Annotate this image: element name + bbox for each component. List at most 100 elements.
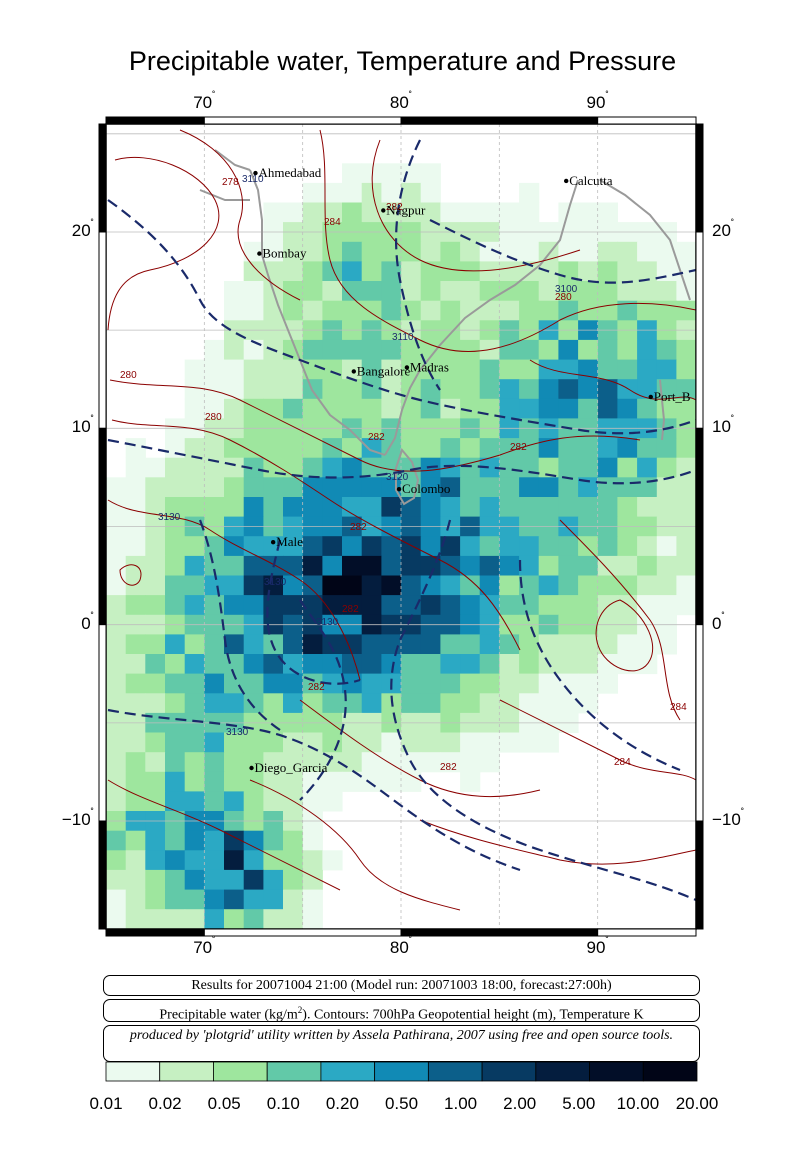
contour-labels: 278 282 284 280 280 282 282 282 282 282 282 280 284 2… [120,174,687,773]
precip-cell [519,693,540,714]
tick-label: 20˚ [712,218,735,240]
city-dot [253,170,258,176]
precip-cell [204,359,225,380]
precip-cell [204,771,225,792]
precip-cell [184,438,205,459]
precip-cell [361,339,382,360]
precip-cell [184,673,205,694]
height-label: 3110 [242,174,264,185]
precip-cell [597,438,618,459]
precip-cell [479,438,500,459]
precip-cell [656,555,677,576]
precip-cell [460,536,481,557]
precip-cell [263,771,284,792]
precip-cell [361,595,382,616]
precip-cell [578,241,599,262]
city-dot [270,540,276,545]
precip-cell [204,457,225,478]
colorbar-label: 0.10 [266,1094,300,1113]
city-dot [351,369,356,374]
precip-cell [617,634,638,655]
precip-cell [342,575,363,596]
precip-cell [322,771,343,792]
precip-cell [676,457,696,478]
precip-cell [283,536,304,557]
precip-cell [617,398,638,419]
precip-cell [145,830,166,851]
precip-cell [597,477,618,498]
precip-cell [165,595,186,616]
precip-cell [420,202,441,223]
precip-cell [558,595,579,616]
precip-cell [342,771,363,792]
precip-cell [499,693,520,714]
precip-cell [204,536,225,557]
temperature-label: 280 [205,412,222,423]
precip-cell [263,438,284,459]
precip-cell [578,634,599,655]
precip-cell [558,634,579,655]
precip-cell [125,497,146,518]
colorbar-swatch [535,1061,590,1082]
precip-cell [519,477,540,498]
precip-cell [637,497,658,518]
precip-cell [184,575,205,596]
precip-cell [637,379,658,400]
precip-cell [401,536,422,557]
height-label: 3130 [158,512,181,523]
precip-cell [656,339,677,360]
city-label: Nagpur [386,202,426,217]
precip-cell [263,398,284,419]
precip-cell [656,300,677,321]
precip-cell [479,595,500,616]
precip-cell [263,889,284,910]
precip-cell [243,359,264,380]
precip-cell [617,339,638,360]
precip-cell [637,634,658,655]
precip-cell [440,536,461,557]
precip-cell [204,909,225,929]
precip-cell [519,339,540,360]
precip-cell [578,654,599,675]
city-dot [396,486,402,492]
precip-cell [479,673,500,694]
legend-suffix: ). Contours: 700hPa Geopotential height … [302,1007,644,1023]
precip-cell [302,889,323,910]
precip-cell [401,163,422,184]
precip-cell [302,869,323,890]
legend-sup: 2 [297,1005,303,1015]
temperature-label: 282 [350,522,367,533]
precip-cell [263,850,284,871]
precip-cell [145,850,166,871]
precip-cell [519,379,540,400]
temperature-label: 280 [120,370,137,381]
precip-cell [106,693,127,714]
precip-cell [184,791,205,812]
precip-cell [125,634,146,655]
precip-cell [361,281,382,302]
precip-cell [283,909,304,929]
precip-cell [302,909,323,929]
colorbar-swatch [105,1061,161,1082]
precip-cell [224,771,245,792]
precip-cell [302,850,323,871]
precip-cell [499,477,520,498]
precip-cell [322,595,343,616]
precip-cell [106,752,127,773]
precip-cell [479,732,500,753]
precip-cell [499,595,520,616]
precip-cell [263,791,284,812]
tick-label: 0˚ [712,611,725,633]
precip-cell [145,477,166,498]
precip-cell [106,536,127,557]
precip-cell [656,281,677,302]
precip-cell [322,457,343,478]
city-dot [564,178,569,184]
precip-cell [125,438,146,459]
precip-cell [106,830,127,851]
precip-cell [401,241,422,262]
precip-cell [538,634,559,655]
precip-cell [165,634,186,655]
precip-cell [263,732,284,753]
precip-cell [165,889,186,910]
